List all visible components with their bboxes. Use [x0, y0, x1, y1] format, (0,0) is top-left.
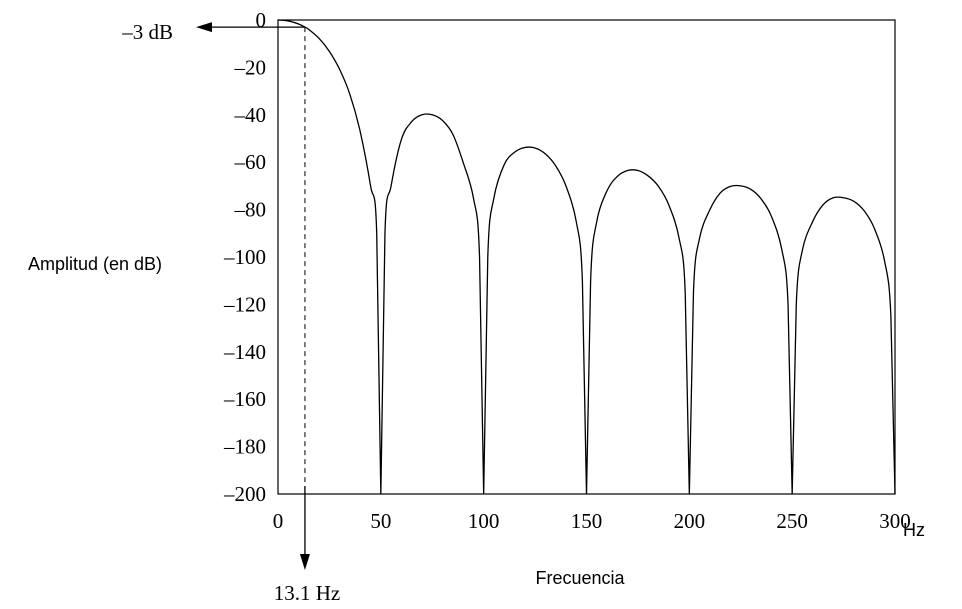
- series-line: [277, 19, 896, 495]
- x-axis-label: Frecuencia: [535, 568, 625, 588]
- x-tick-label: 0: [273, 509, 284, 533]
- x-axis-unit: Hz: [903, 520, 925, 540]
- x-tick-label: 200: [674, 509, 706, 533]
- x-axis-ticks: 0 50 100 150 200 250 300: [273, 509, 911, 533]
- y-axis-ticks: 0 –20 –40 –60 –80 –100 –120 –140 –160 –180 –200: [223, 8, 266, 506]
- y-axis-label: Amplitud (en dB): [28, 254, 162, 274]
- y-tick-label: –140: [223, 340, 266, 364]
- minus3db-label: –3 dB: [121, 20, 173, 44]
- x-tick-label: 300: [879, 509, 911, 533]
- cutoff-arrow-head: [299, 554, 310, 570]
- y-tick-label: –40: [234, 103, 267, 127]
- y-tick-label: –20: [234, 55, 267, 79]
- x-tick-label: 150: [571, 509, 603, 533]
- y-tick-label: –120: [223, 292, 266, 316]
- y-tick-label: –200: [223, 482, 266, 506]
- y-tick-label: –100: [223, 245, 266, 269]
- x-tick-label: 250: [776, 509, 808, 533]
- plot-frame: [277, 19, 896, 495]
- y-tick-label: –60: [234, 150, 267, 174]
- cutoff-label: 13.1 Hz: [274, 581, 341, 605]
- y-tick-label: –180: [223, 435, 266, 459]
- minus3db-arrow-head: [196, 22, 212, 33]
- y-tick-label: –160: [223, 387, 266, 411]
- y-tick-label: 0: [256, 8, 267, 32]
- x-tick-label: 100: [468, 509, 500, 533]
- x-tick-label: 50: [370, 509, 391, 533]
- y-tick-label: –80: [234, 198, 267, 222]
